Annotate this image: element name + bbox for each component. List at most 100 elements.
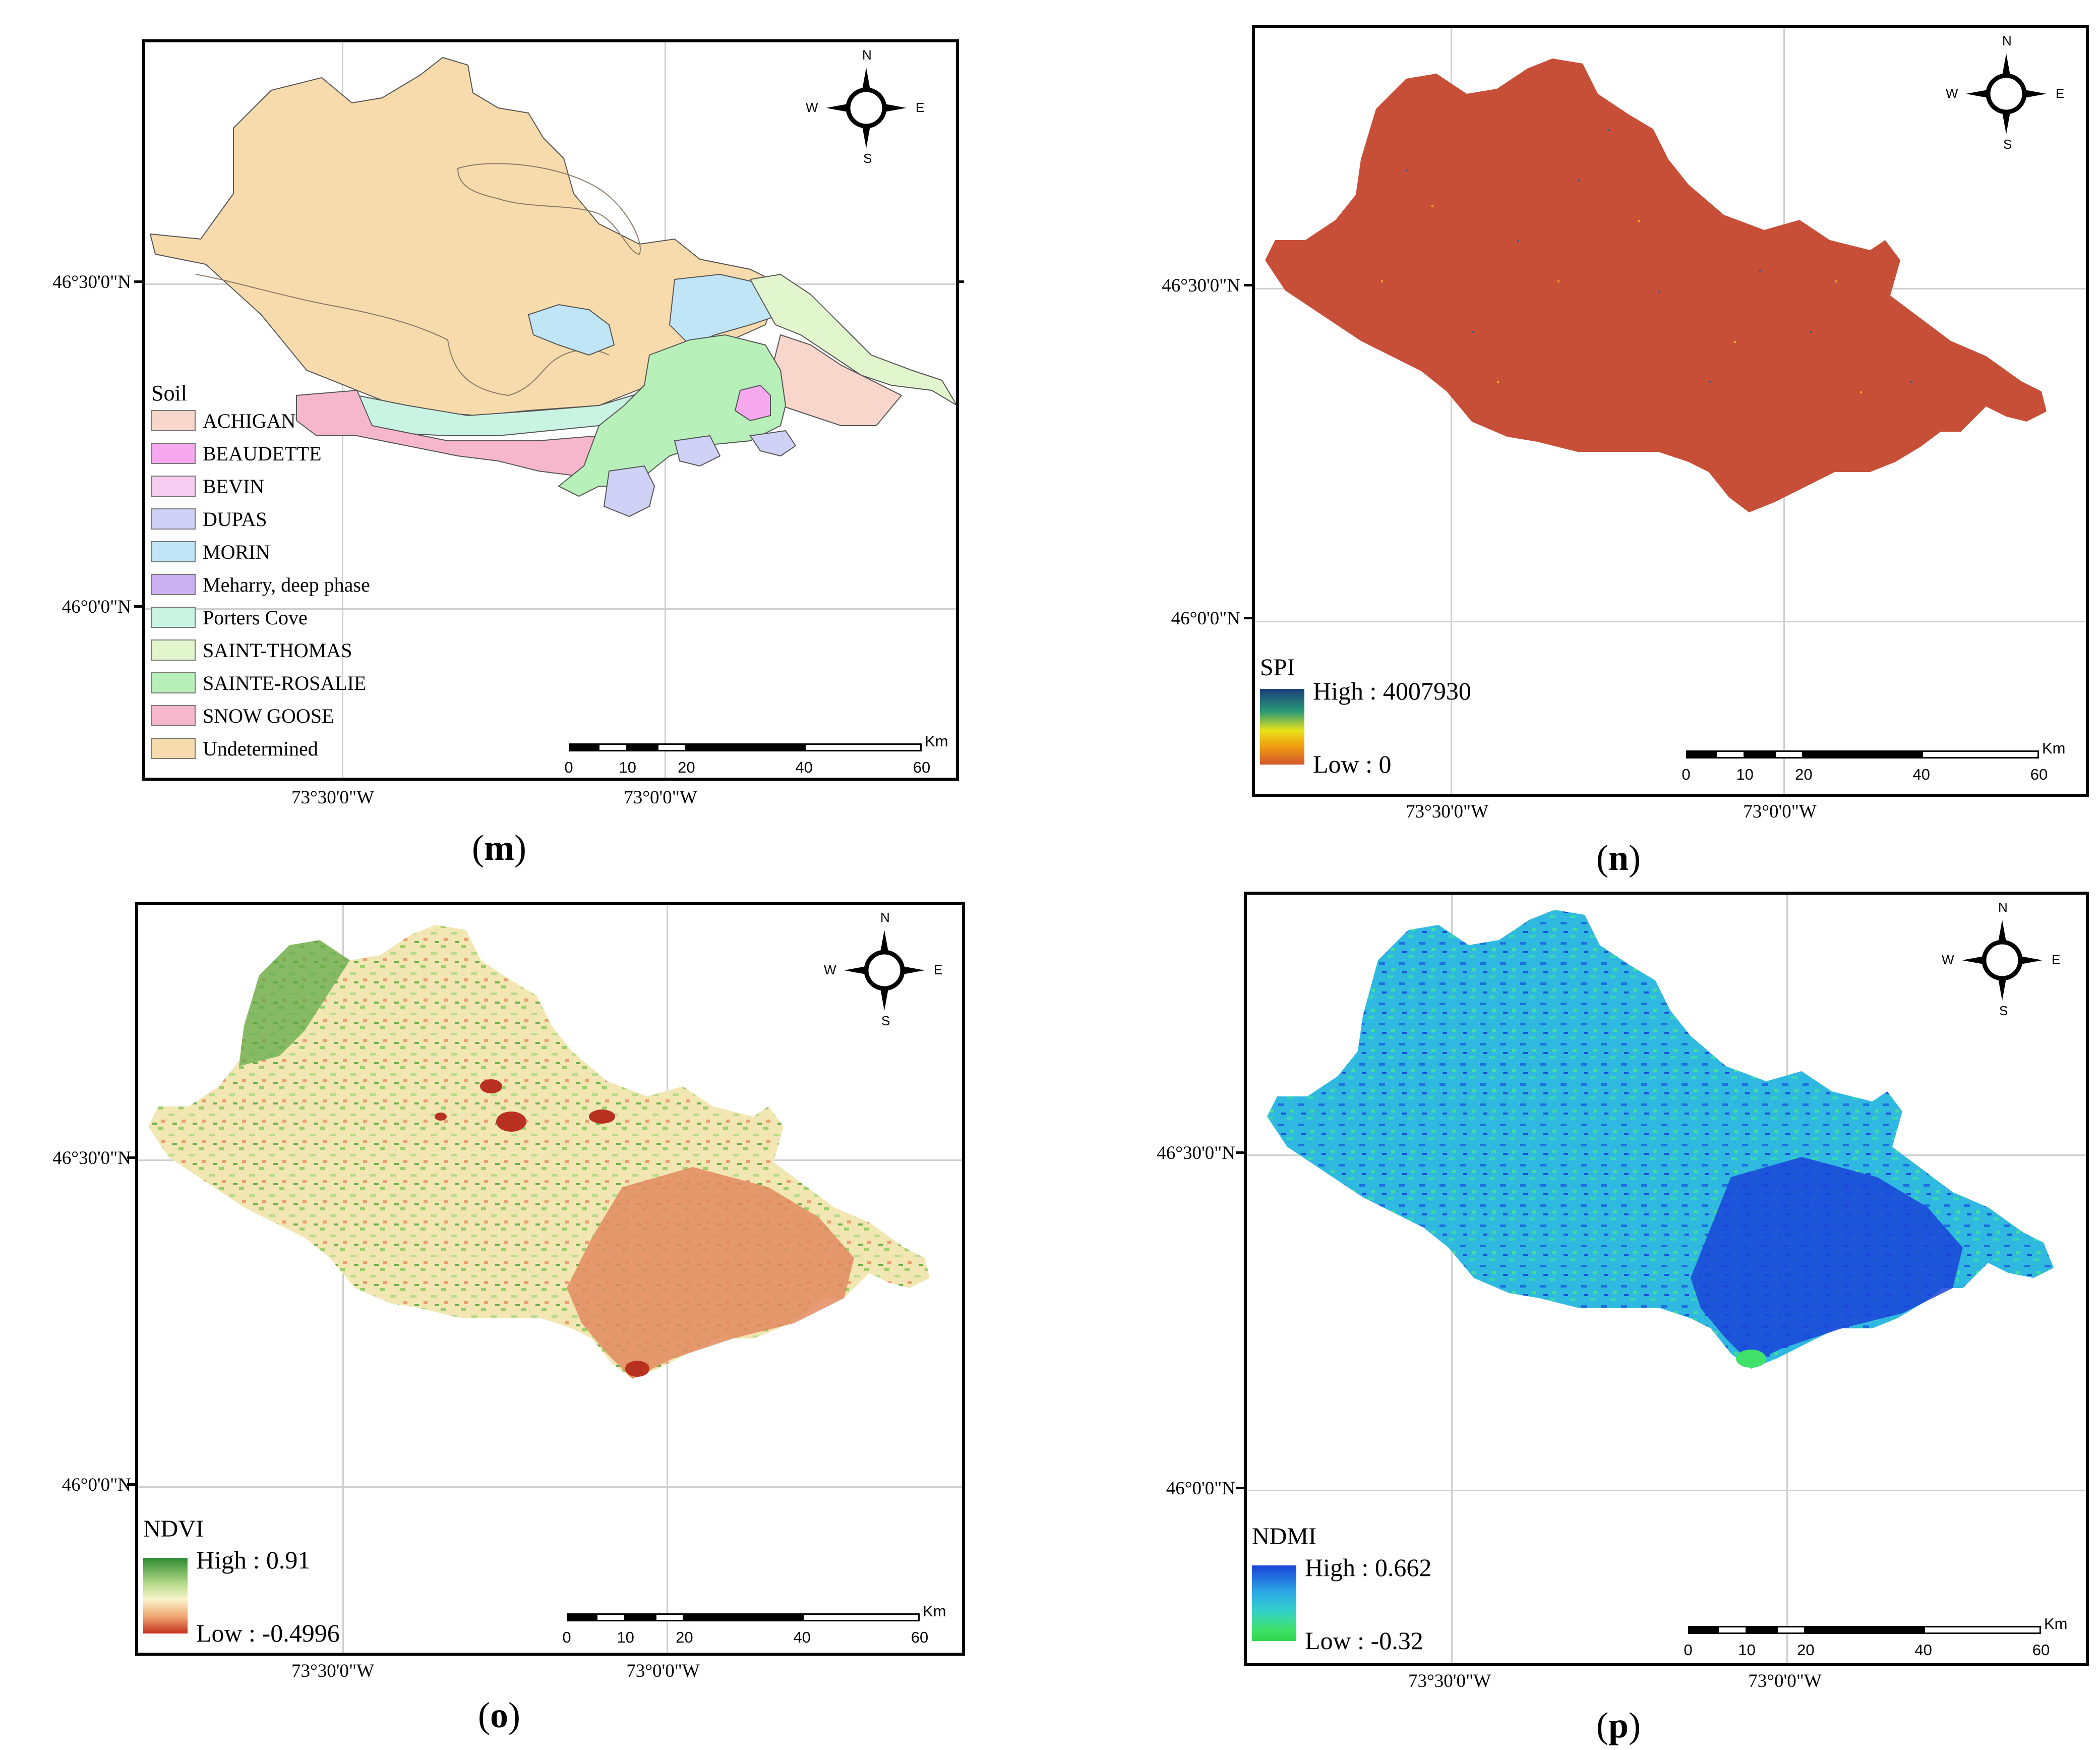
soil-region-dupas-3 — [749, 430, 797, 457]
scale-bar-label: 60 — [2032, 1641, 2050, 1659]
scale-bar-segment — [569, 743, 598, 751]
legend-label: MORIN — [203, 540, 270, 563]
legend-item: MORIN — [151, 539, 270, 564]
lon-label: 73°0'0"W — [624, 787, 697, 808]
spi-map — [1265, 59, 2047, 512]
ramp-high-label: High : 0.662 — [1305, 1553, 1432, 1582]
panel-caption-n: (n) — [1596, 838, 1641, 878]
scale-bar-m: 0 10 20 40 60 Km — [564, 732, 952, 778]
map-frame-p: N S W E NDMI High : 0.662 Low : -0.32 0 1… — [1244, 892, 2089, 1666]
soil-region-beaudette — [734, 384, 771, 422]
tick — [956, 280, 964, 283]
ndvi-map — [148, 925, 930, 1379]
scale-bar-segment — [802, 1613, 920, 1621]
legend-swatch — [151, 738, 196, 759]
legend-swatch — [151, 410, 196, 431]
lat-label: 46°0'0"N — [62, 597, 131, 617]
panel-caption-o: (o) — [478, 1695, 520, 1735]
legend-item: Meharry, deep phase — [151, 572, 370, 597]
soil-region-saint-thomas — [749, 273, 956, 405]
lon-label: 73°30'0"W — [1406, 801, 1488, 822]
scale-bar-segment — [1745, 750, 1774, 759]
compass-rose-n: N S W E — [1946, 33, 2067, 154]
compass-s-label: S — [881, 1013, 890, 1028]
lat-label: 46°30'0"N — [52, 1148, 131, 1169]
tick — [1236, 1151, 1244, 1154]
compass-s-label: S — [863, 151, 872, 166]
lon-label: 73°0'0"W — [1743, 801, 1817, 822]
tick — [134, 280, 142, 283]
legend-label: SAINT-THOMAS — [203, 638, 352, 662]
scale-bar-segment — [1806, 1626, 1924, 1634]
ndmi-color-ramp — [1252, 1565, 1296, 1641]
scale-bar-unit: Km — [2044, 1615, 2068, 1632]
scale-bar-segment — [1715, 750, 1745, 759]
tick — [1244, 284, 1252, 286]
scale-bar-label: 40 — [795, 759, 813, 776]
scale-bar-segment — [1686, 750, 1716, 759]
ramp-title-spi: SPI — [1260, 654, 1295, 681]
compass-e-label: E — [2056, 86, 2065, 101]
scale-bar-segment — [627, 743, 657, 751]
scale-bar-label: 20 — [1797, 1641, 1815, 1659]
legend-label: SAINTE-ROSALIE — [203, 671, 367, 694]
ndmi-map — [1267, 910, 2054, 1369]
scale-bar-unit: Km — [925, 732, 948, 750]
lat-label: 46°30'0"N — [1162, 275, 1240, 296]
lat-label: 46°30'0"N — [1157, 1143, 1235, 1163]
scale-bar-label: 20 — [1795, 766, 1813, 783]
scale-bar-label: 10 — [619, 759, 636, 776]
scale-bar-label: 0 — [564, 759, 573, 776]
compass-s-label: S — [2003, 137, 2012, 152]
legend-swatch — [151, 443, 196, 464]
soil-region-dupas-2 — [674, 435, 721, 467]
scale-bar-segment — [567, 1613, 596, 1621]
scale-bar-segment — [657, 743, 687, 751]
compass-w-label: W — [806, 100, 818, 115]
scale-bar-label: 10 — [617, 1628, 634, 1646]
compass-w-label: W — [1946, 86, 1958, 101]
scale-bar-label: 20 — [678, 759, 695, 776]
legend-label: DUPAS — [203, 507, 267, 531]
legend-swatch — [151, 705, 196, 726]
lon-label: 73°0'0"W — [626, 1661, 700, 1681]
legend-item: Porters Cove — [151, 605, 308, 630]
ramp-high-label: High : 4007930 — [1313, 677, 1471, 705]
ramp-high-label: High : 0.91 — [196, 1546, 311, 1574]
compass-e-label: E — [2052, 952, 2061, 967]
soil-map — [149, 56, 956, 517]
gridline-lat-2 — [145, 608, 956, 610]
legend-swatch — [151, 508, 196, 530]
scale-bar-label: 20 — [676, 1628, 693, 1646]
compass-rose-o: N S W E — [824, 910, 945, 1031]
compass-n-label: N — [1998, 900, 2008, 915]
tick — [1236, 1487, 1244, 1489]
legend-label: Undetermined — [203, 737, 318, 760]
scale-bar-segment — [804, 743, 922, 751]
legend-swatch — [151, 476, 196, 497]
scale-bar-segment — [625, 1613, 655, 1621]
soil-region-dupas — [603, 465, 655, 517]
lat-label: 46°0'0"N — [1171, 608, 1240, 629]
scale-bar-label: 0 — [1684, 1641, 1693, 1659]
scale-bar-label: 40 — [793, 1628, 811, 1646]
gridline-lat-2 — [1255, 621, 2086, 622]
legend-swatch — [151, 541, 196, 562]
scale-bar-segment — [686, 743, 804, 751]
legend-item: SAINT-THOMAS — [151, 637, 352, 663]
legend-swatch — [151, 574, 196, 595]
ramp-low-label: Low : -0.32 — [1305, 1626, 1423, 1655]
scale-bar-label: 10 — [1736, 766, 1754, 783]
ramp-low-label: Low : 0 — [1313, 750, 1392, 778]
compass-e-label: E — [934, 962, 943, 977]
compass-rose-p: N S W E — [1942, 900, 2063, 1021]
soil-region-morin — [527, 304, 615, 356]
scale-bar-segment — [1717, 1626, 1747, 1634]
lat-label: 46°0'0"N — [62, 1475, 131, 1495]
legend-title: Soil — [151, 381, 187, 405]
ramp-title-ndmi: NDMI — [1252, 1523, 1316, 1550]
scale-bar-segment — [1688, 1626, 1718, 1634]
legend-label: ACHIGAN — [203, 409, 296, 432]
legend-swatch — [151, 672, 196, 693]
scale-bar-label: 0 — [562, 1628, 571, 1646]
